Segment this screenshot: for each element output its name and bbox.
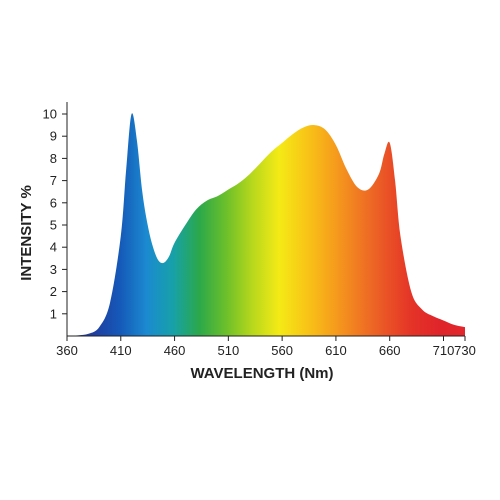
y-tick-label: 10 bbox=[43, 107, 57, 122]
y-tick-label: 7 bbox=[50, 173, 57, 188]
x-tick-label: 560 bbox=[271, 343, 293, 358]
x-tick-label: 360 bbox=[56, 343, 78, 358]
y-tick-label: 6 bbox=[50, 195, 57, 210]
y-tick-label: 1 bbox=[50, 306, 57, 321]
x-tick-label: 710 bbox=[433, 343, 455, 358]
y-tick-label: 3 bbox=[50, 262, 57, 277]
axes: 1 2 3 4 5 6 7 8 9 10 360 410 460 510 560 610 660 710 730 bbox=[43, 102, 476, 358]
y-tick-label: 4 bbox=[50, 240, 57, 255]
y-axis-title: INTENSITY % bbox=[18, 185, 35, 281]
x-tick-label: 510 bbox=[217, 343, 239, 358]
y-tick-label: 2 bbox=[50, 284, 57, 299]
x-axis-title: WAVELENGTH (Nm) bbox=[190, 365, 333, 382]
x-tick-label: 610 bbox=[325, 343, 347, 358]
x-tick-label: 460 bbox=[164, 343, 186, 358]
x-tick-label: 660 bbox=[379, 343, 401, 358]
plot-area bbox=[67, 113, 465, 337]
y-tick-label: 8 bbox=[50, 151, 57, 166]
y-tick-label: 5 bbox=[50, 218, 57, 233]
x-tick-label: 730 bbox=[454, 343, 476, 358]
spectrum-area bbox=[67, 113, 465, 337]
y-tick-label: 9 bbox=[50, 129, 57, 144]
x-tick-label: 410 bbox=[110, 343, 132, 358]
